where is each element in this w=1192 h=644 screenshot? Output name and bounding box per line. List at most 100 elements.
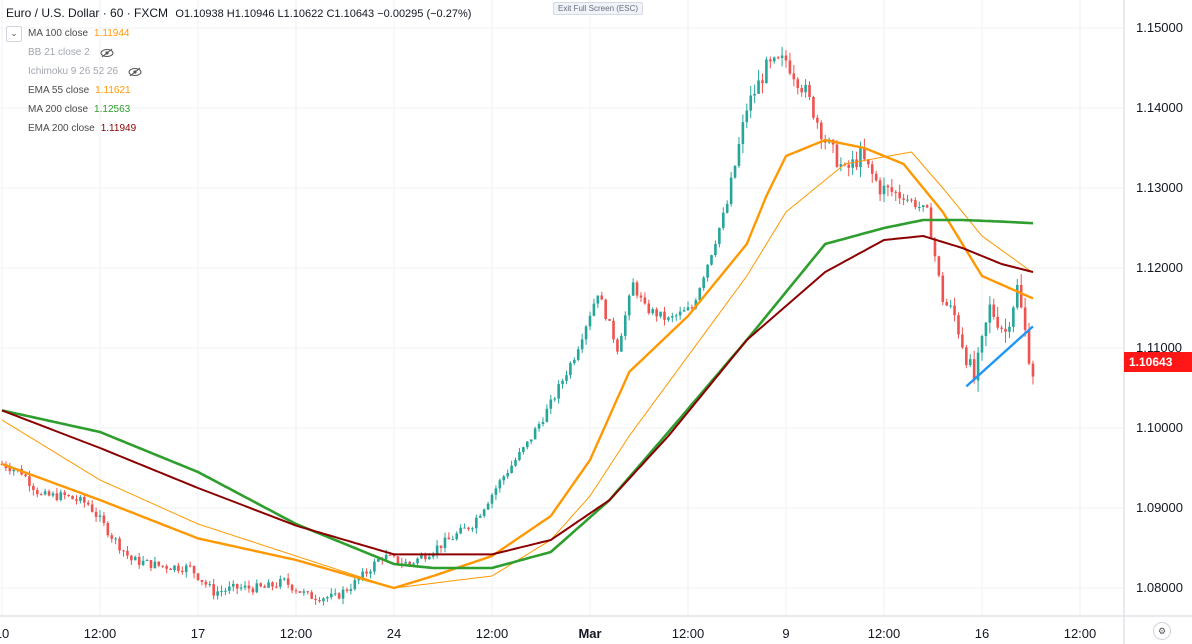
candle-body [165,566,168,569]
candle-body [631,282,635,296]
candle-body [220,591,223,593]
candle-body [181,570,184,573]
candle-body [482,509,486,516]
candle-body [968,359,972,366]
candle-body [239,587,243,589]
last-price-label: 1.10643 [1124,352,1192,372]
candle-body [753,93,756,96]
candle-body [514,460,517,466]
time-axis [0,616,1192,644]
time-tick-label: 24 [387,626,401,641]
candle-body [463,527,466,529]
candle-body [1008,326,1011,332]
legend-row[interactable]: MA 200 close 1.12563 [6,100,471,119]
trendline[interactable] [965,325,1034,388]
candle-body [153,561,157,569]
candle-body [1027,329,1031,364]
candle-body [28,476,31,486]
candle-body [886,185,890,188]
candle-body [639,295,643,298]
time-tick-label: 12:00 [84,626,117,641]
candle-body [173,565,176,570]
candle-body [337,593,341,599]
candle-body [498,480,502,489]
legend-row[interactable]: ⌄ MA 100 close 1.11944 [6,24,471,43]
candle-body [404,561,408,564]
series-line [1,138,1034,590]
legend-row[interactable]: BB 21 close 2 [6,43,471,62]
candle-body [733,165,737,178]
candle-body [149,560,153,569]
candle-body [326,597,329,599]
candle-body [635,282,639,296]
candle-body [867,159,870,165]
time-tick-label: 12:00 [476,626,509,641]
candle-body [447,537,451,540]
candle-body [917,206,921,208]
candle-body [772,57,776,62]
candle-body [761,80,764,84]
candle-body [157,561,161,566]
candle-body [706,264,709,278]
candle-body [490,494,494,504]
candle-body [914,200,917,208]
candle-body [894,191,898,193]
candle-body [627,295,631,316]
legend-row[interactable]: Ichimoku 9 26 52 26 [6,62,471,81]
candle-body [486,503,490,510]
legend-row[interactable]: EMA 200 close 1.11949 [6,119,471,138]
candle-body [200,580,204,582]
candle-body [467,527,470,530]
candle-body [965,347,968,366]
indicator-label: EMA 200 close [28,123,95,134]
candle-body [714,243,717,256]
candle-body [667,317,670,320]
candle-body [819,122,823,140]
candle-body [518,451,521,461]
time-tick-label: 17 [191,626,205,641]
candle-body [373,561,376,572]
candle-body [24,474,27,477]
candle-body [196,573,200,581]
candle-body [608,319,611,321]
legend-row[interactable]: EMA 55 close 1.11621 [6,81,471,100]
candle-body [898,192,901,199]
candle-body [949,305,952,307]
candle-body [279,578,282,587]
candle-body [757,80,760,94]
candle-body [804,84,807,93]
time-tick-label: 10 [0,626,9,641]
eye-crossed-icon[interactable] [128,67,142,77]
candle-body [282,578,286,580]
price-tick-label: 1.15000 [1136,20,1183,35]
candle-body [443,537,447,548]
candle-body [122,550,125,552]
candle-body [690,307,694,309]
candle-body [408,561,411,565]
candle-body [1023,307,1027,330]
symbol-header: Euro / U.S. Dollar · 60 · FXCM O1.10938 … [6,6,471,20]
candle-body [357,579,361,581]
candle-body [392,555,396,557]
gear-icon[interactable]: ⚙ [1153,622,1171,640]
candle-body [902,198,905,200]
candle-body [43,491,47,495]
candle-body [55,493,59,501]
candle-body [424,555,427,560]
candle-body [83,496,86,503]
candle-body [130,555,133,561]
candle-body [63,492,67,496]
candle-body [643,297,647,304]
exit-fullscreen-button[interactable]: Exit Full Screen (ESC) [553,2,644,15]
candle-body [780,55,784,58]
candle-body [75,499,78,501]
chart-grid [0,0,1124,616]
chevron-down-icon[interactable]: ⌄ [6,25,22,42]
eye-crossed-icon[interactable] [100,48,114,58]
candle-body [353,580,357,590]
indicator-label: BB 21 close 2 [28,47,90,58]
candle-body [678,311,682,316]
candle-body [267,582,270,588]
